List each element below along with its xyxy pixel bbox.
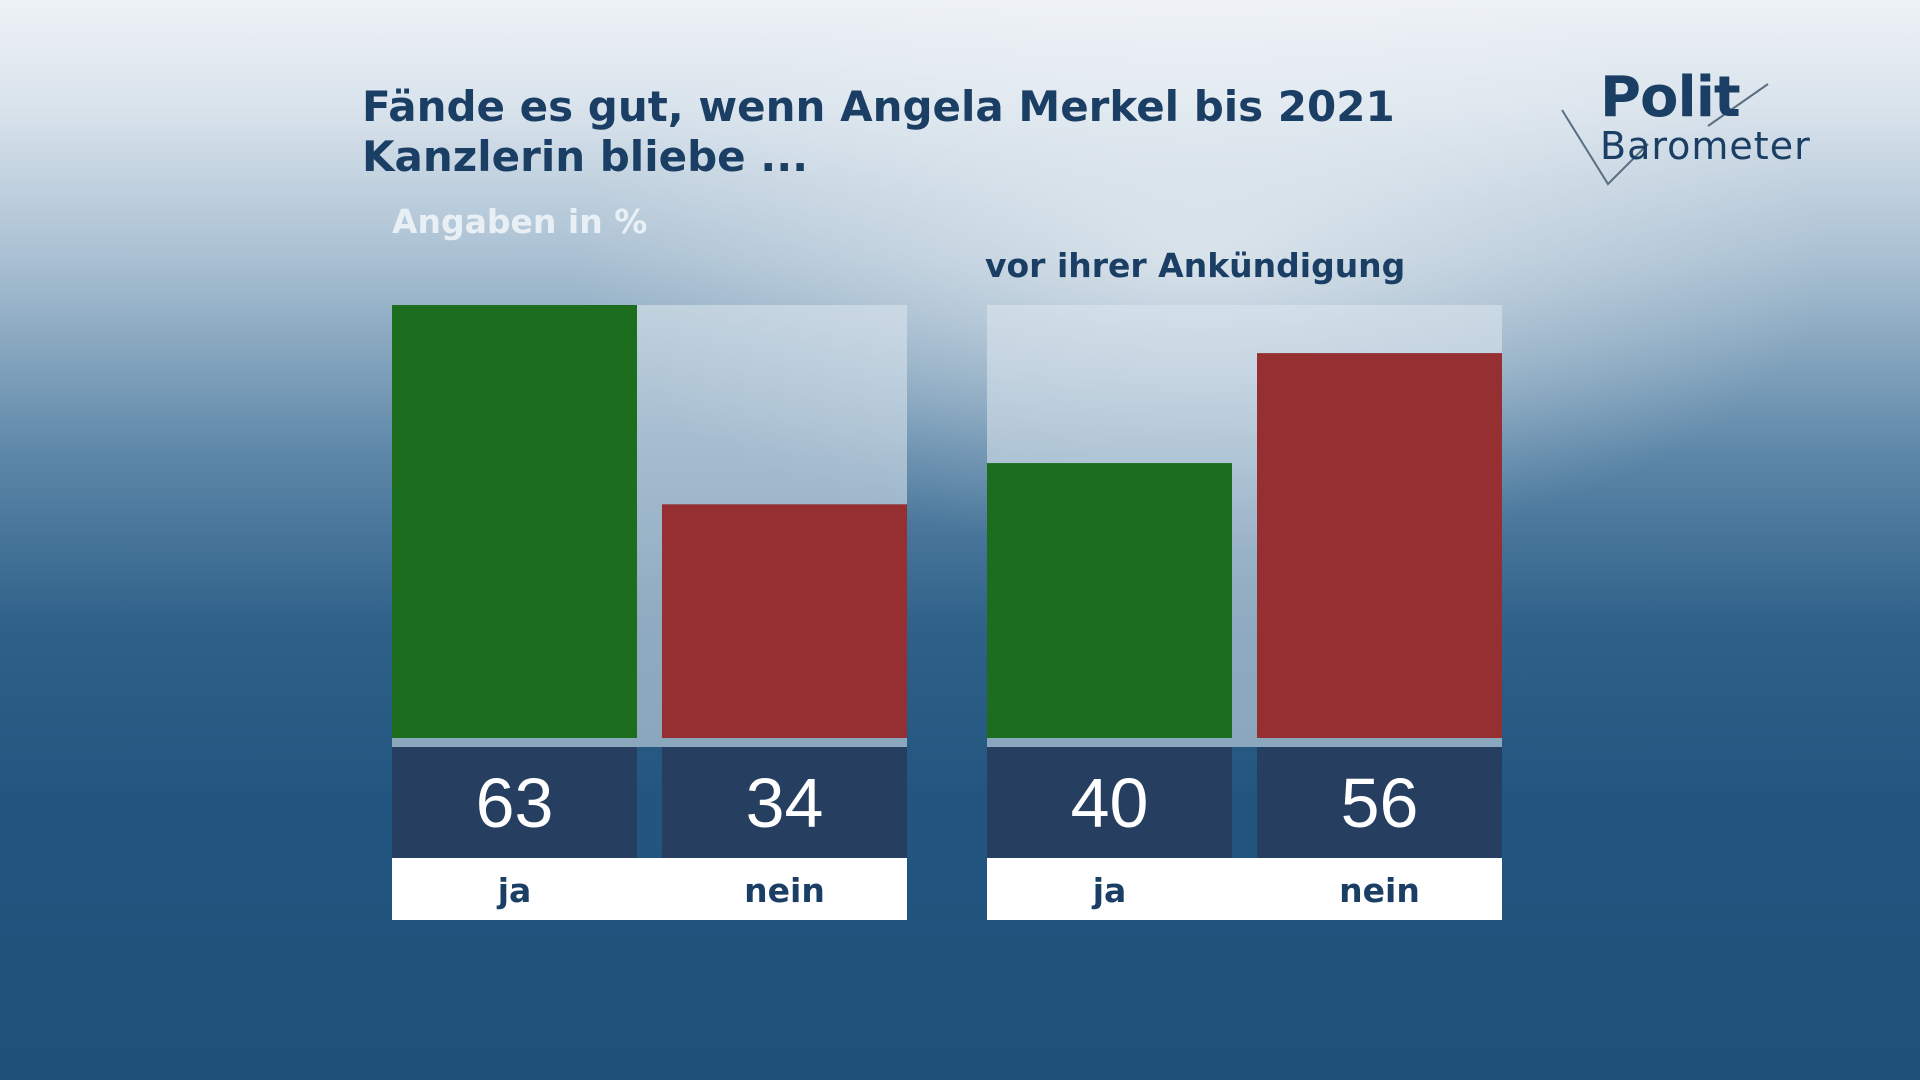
title-line-1: Fände es gut, wenn Angela Merkel bis 202… bbox=[362, 82, 1395, 131]
value-box-ja bbox=[987, 747, 1232, 858]
bar-nein bbox=[1257, 353, 1502, 738]
category-label-ja: ja bbox=[496, 871, 532, 910]
checkmark-icon bbox=[1561, 83, 1769, 186]
data-label-nein: 56 bbox=[1341, 764, 1419, 842]
value-box-nein bbox=[1257, 747, 1502, 858]
category-label-strip bbox=[987, 858, 1502, 920]
category-label-nein: nein bbox=[1339, 871, 1420, 910]
data-label-nein: 34 bbox=[746, 764, 824, 842]
bar-ja bbox=[392, 305, 637, 738]
data-label-ja: 40 bbox=[1071, 764, 1149, 842]
value-box-nein bbox=[662, 747, 907, 858]
chart-title: Fände es gut, wenn Angela Merkel bis 202… bbox=[362, 82, 1462, 182]
politbarometer-logo: Polit Barometer bbox=[1558, 65, 1811, 196]
bar-nein bbox=[662, 504, 907, 738]
data-label-ja: 63 bbox=[476, 764, 554, 842]
value-box-ja bbox=[392, 747, 637, 858]
category-label-ja: ja bbox=[1091, 871, 1127, 910]
logo-line-1: Polit bbox=[1600, 65, 1741, 130]
unit-subtitle: Angaben in % bbox=[392, 202, 648, 241]
category-label-strip bbox=[392, 858, 907, 920]
category-label-nein: nein bbox=[744, 871, 825, 910]
logo-line-2: Barometer bbox=[1600, 124, 1811, 168]
title-line-2: Kanzlerin bliebe ... bbox=[362, 132, 809, 181]
panel-title-before-announcement: vor ihrer Ankündigung bbox=[985, 246, 1406, 285]
bar-ja bbox=[987, 463, 1232, 738]
